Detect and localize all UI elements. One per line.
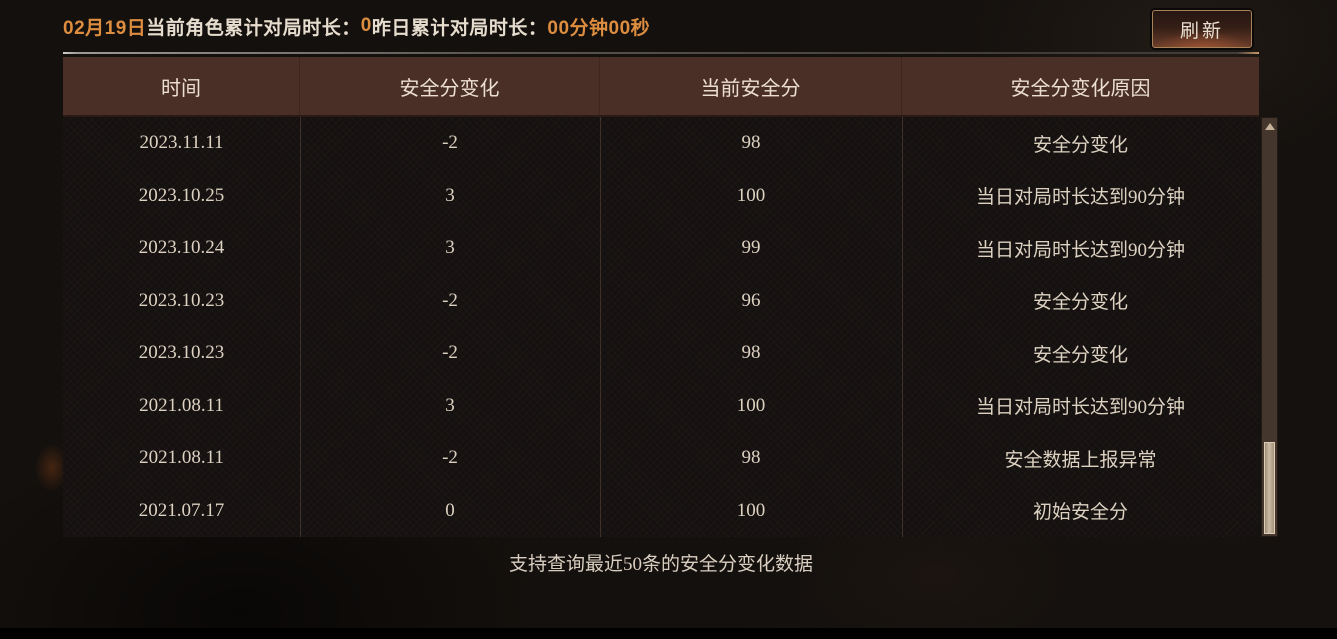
- cell-score-change: 3: [445, 237, 455, 259]
- cell-current-score: 100: [736, 184, 766, 206]
- column-header-score-change: 安全分变化: [300, 57, 600, 115]
- cell-current-score: 98: [741, 447, 761, 469]
- yesterday-playtime-value: 00分钟00秒: [547, 17, 651, 39]
- bottom-edge: [0, 628, 1337, 639]
- cell-date: 2023.10.23: [138, 289, 225, 311]
- table-row: 2023.11.11 -2 98 安全分变化: [63, 117, 1259, 170]
- table-row: 2023.10.23 -2 96 安全分变化: [63, 275, 1259, 328]
- table-row: 2023.10.25 3 100 当日对局时长达到90分钟: [63, 170, 1259, 223]
- cell-change-reason: 当日对局时长达到90分钟: [975, 239, 1185, 261]
- summary-date: 02月19日: [63, 17, 147, 39]
- cell-change-reason: 安全数据上报异常: [1004, 449, 1157, 471]
- cell-score-change: 0: [445, 499, 455, 521]
- column-header-change-reason: 安全分变化原因: [1010, 77, 1151, 100]
- cell-change-reason: 安全分变化: [1032, 344, 1128, 366]
- cell-change-reason: 初始安全分: [1032, 502, 1128, 524]
- cell-change-reason: 安全分变化: [1032, 134, 1128, 156]
- table-row: 2023.10.23 -2 98 安全分变化: [63, 327, 1259, 380]
- column-divider: [600, 117, 601, 537]
- cell-date: 2023.10.24: [138, 237, 225, 259]
- yesterday-playtime-label: 昨日累计对局时长：: [371, 17, 548, 39]
- cell-score-change: -2: [442, 447, 458, 469]
- cell-change-reason: 当日对局时长达到90分钟: [975, 187, 1185, 209]
- table-header: 时间 安全分变化 当前安全分 安全分变化原因: [63, 57, 1259, 117]
- today-playtime-label: 当前角色累计对局时长：: [146, 17, 361, 39]
- scroll-up-icon[interactable]: [1264, 123, 1275, 130]
- cell-current-score: 100: [736, 394, 766, 416]
- cell-current-score: 98: [741, 342, 761, 364]
- table-row: 2021.08.11 -2 98 安全数据上报异常: [63, 432, 1259, 485]
- cell-date: 2021.07.17: [138, 499, 225, 521]
- cell-date: 2021.08.11: [139, 447, 224, 469]
- cell-score-change: 3: [445, 394, 455, 416]
- cell-change-reason: 当日对局时长达到90分钟: [975, 397, 1185, 419]
- cell-date: 2023.10.25: [138, 184, 225, 206]
- cell-score-change: -2: [442, 289, 458, 311]
- cell-score-change: -2: [442, 342, 458, 364]
- table-row: 2021.08.11 3 100 当日对局时长达到90分钟: [63, 380, 1259, 433]
- scrollbar-thumb[interactable]: [1264, 442, 1275, 534]
- cell-current-score: 100: [736, 499, 766, 521]
- cell-date: 2023.10.23: [138, 342, 225, 364]
- column-divider: [902, 117, 903, 537]
- table-row: 2023.10.24 3 99 当日对局时长达到90分钟: [63, 222, 1259, 275]
- query-limit-note: 支持查询最近50条的安全分变化数据: [508, 554, 813, 575]
- cell-current-score: 96: [741, 289, 761, 311]
- cell-date: 2023.11.11: [139, 132, 224, 154]
- cell-score-change: 3: [445, 184, 455, 206]
- table-row: 2021.07.17 0 100 初始安全分: [63, 485, 1259, 538]
- today-playtime-value: 0: [360, 15, 372, 36]
- column-header-current-score: 当前安全分: [600, 57, 902, 115]
- column-divider: [300, 117, 301, 537]
- refresh-button[interactable]: 刷新: [1152, 10, 1252, 48]
- scrollbar-track[interactable]: [1261, 117, 1278, 537]
- cell-date: 2021.08.11: [139, 394, 224, 416]
- cell-current-score: 99: [741, 237, 761, 259]
- cell-current-score: 98: [741, 132, 761, 154]
- playtime-summary: 02月19日 当前角色累计对局时长： 0 昨日累计对局时长： 00分钟00秒: [63, 0, 650, 52]
- topbar-divider: [63, 52, 1259, 54]
- cell-change-reason: 安全分变化: [1032, 292, 1128, 314]
- column-header-time: 时间: [63, 57, 300, 115]
- cell-score-change: -2: [442, 132, 458, 154]
- table-body: 2023.11.11 -2 98 安全分变化 2023.10.25 3 100 …: [63, 117, 1259, 537]
